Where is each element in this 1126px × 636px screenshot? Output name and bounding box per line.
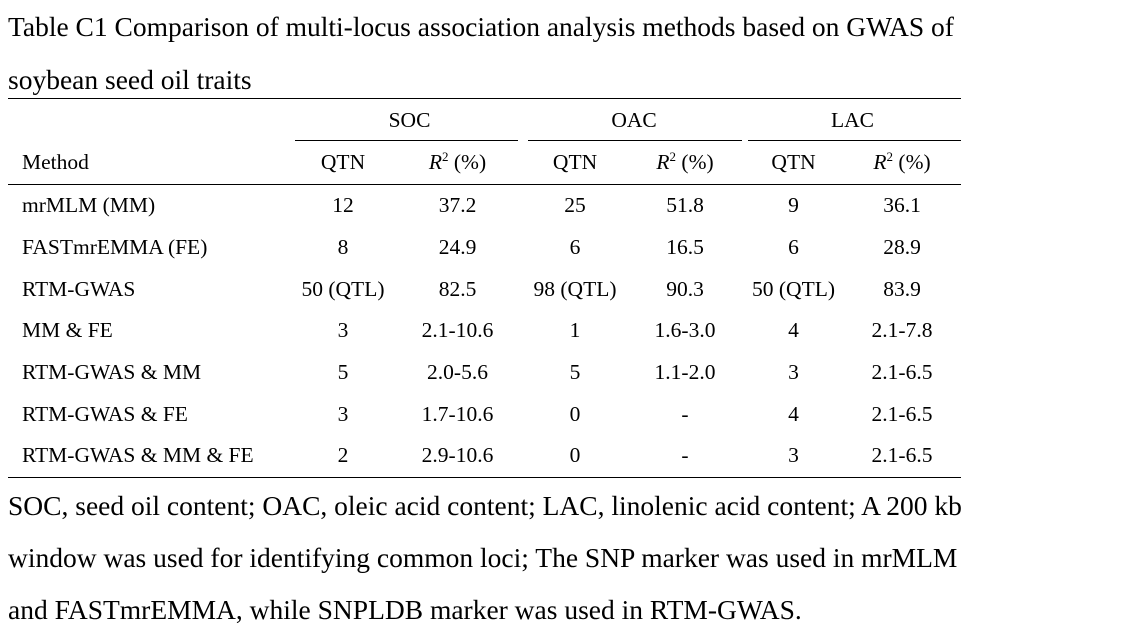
results-table: SOC OAC LAC Method QTN R2 (%) QTN R2 (%)…: [8, 98, 962, 478]
group-oac-underline: [528, 140, 743, 141]
table-row: mrMLM (MM) 12 37.2 25 51.8 9 36.1: [8, 185, 961, 227]
group-soc-underline: [295, 140, 519, 141]
table-row: RTM-GWAS & MM & FE 2 2.9-10.6 0 - 3 2.1-6.5: [8, 435, 962, 478]
r2-cell: 82.5: [438, 276, 477, 301]
method-cell: mrMLM (MM): [22, 193, 156, 218]
soc-r2-header: R2 (%): [428, 149, 487, 174]
r2-cell: 28.9: [883, 235, 921, 260]
footnote-line-2: window was used for identifying common l…: [8, 542, 958, 573]
r2-cell: 2.1-6.5: [871, 443, 933, 468]
oac-qtn-header: QTN: [552, 150, 598, 174]
r2-cell: 24.9: [438, 235, 477, 260]
r2-cell: 2.1-6.5: [871, 401, 933, 426]
method-cell: RTM-GWAS & MM & FE: [22, 443, 254, 468]
table-row: MM & FE 3 2.1-10.6 1 1.6-3.0 4 2.1-7.8: [8, 310, 961, 352]
footnote-line-1: SOC, seed oil content; OAC, oleic acid c…: [8, 490, 962, 521]
qtn-cell: 4: [788, 318, 799, 343]
qtn-cell: 25: [564, 193, 586, 218]
oac-r2-header: R2 (%): [656, 149, 714, 174]
method-cell: RTM-GWAS: [22, 276, 136, 301]
r2-cell: 2.0-5.6: [427, 360, 488, 385]
qtn-cell: 1: [569, 318, 581, 343]
r2-cell: 90.3: [666, 276, 704, 301]
table-row: RTM-GWAS & MM 5 2.0-5.6 5 1.1-2.0 3 2.1-6.5: [8, 352, 961, 394]
group-header-lac-label: LAC: [831, 107, 875, 132]
table-footnote: SOC, seed oil content; OAC, oleic acid c…: [8, 480, 1120, 636]
footnote-line-3: and FASTmrEMMA, while SNPLDB marker was …: [8, 594, 802, 625]
group-header-oac: OAC: [524, 99, 744, 141]
table-row: RTM-GWAS 50 (QTL) 82.5 98 (QTL) 90.3 50 (QTL)…: [8, 268, 961, 310]
qtn-cell: 3: [337, 318, 349, 343]
table-caption: Table C1 Comparison of multi-locus assoc…: [8, 0, 1123, 106]
column-header-row: Method QTN R2 (%) QTN R2 (%) QTN R2 (%): [8, 141, 962, 185]
qtn-cell: 3: [788, 443, 799, 468]
r2-cell: 51.8: [666, 193, 704, 218]
group-header-row: SOC OAC LAC: [8, 98, 962, 142]
qtn-cell: 9: [788, 193, 799, 218]
qtn-cell: 50 (QTL): [301, 276, 385, 301]
group-header-soc-label: SOC: [388, 107, 431, 132]
method-cell: FASTmrEMMA (FE): [22, 235, 208, 260]
group-header-lac: LAC: [744, 99, 962, 141]
r2-cell: -: [681, 401, 689, 426]
method-cell: RTM-GWAS & MM: [22, 360, 202, 385]
r2-cell: 83.9: [883, 276, 921, 301]
qtn-cell: 12: [332, 193, 354, 218]
qtn-cell: 98 (QTL): [533, 276, 617, 301]
table-body: mrMLM (MM) 12 37.2 25 51.8 9 36.1 FASTmrEMMA (F…: [8, 185, 962, 478]
table-row: FASTmrEMMA (FE) 8 24.9 6 16.5 6 28.9: [8, 227, 961, 269]
r2-cell: 36.1: [883, 193, 921, 218]
method-cell: RTM-GWAS & FE: [22, 401, 188, 426]
qtn-cell: 2: [337, 443, 349, 468]
r2-cell: 1.7-10.6: [421, 401, 494, 426]
group-header-soc: SOC: [295, 99, 524, 141]
header-empty-cell: [8, 99, 295, 142]
r2-cell: 2.9-10.6: [421, 443, 494, 468]
qtn-cell: 0: [569, 401, 581, 426]
r2-cell: -: [681, 443, 689, 468]
r2-cell: 16.5: [666, 235, 704, 260]
r2-cell: 2.1-10.6: [421, 318, 494, 343]
lac-r2-header: R2 (%): [873, 149, 931, 174]
group-lac-underline: [748, 140, 962, 141]
qtn-cell: 0: [569, 443, 581, 468]
qtn-cell: 8: [337, 235, 349, 260]
caption-line-1: Table C1 Comparison of multi-locus assoc…: [8, 11, 954, 42]
method-header: Method: [22, 150, 89, 174]
lac-qtn-header: QTN: [771, 150, 816, 174]
soc-qtn-header: QTN: [320, 150, 366, 174]
qtn-cell: 3: [337, 401, 349, 426]
r2-cell: 1.6-3.0: [654, 318, 716, 343]
group-header-oac-label: OAC: [611, 107, 657, 132]
results-table-container: SOC OAC LAC Method QTN R2 (%) QTN R2 (%)…: [8, 98, 962, 478]
method-cell: MM & FE: [22, 318, 113, 343]
qtn-cell: 3: [788, 360, 799, 385]
r2-cell: 37.2: [438, 193, 477, 218]
qtn-cell: 5: [337, 360, 349, 385]
r2-cell: 2.1-6.5: [871, 360, 933, 385]
r2-cell: 2.1-7.8: [871, 318, 933, 343]
qtn-cell: 6: [788, 235, 799, 260]
table-row: RTM-GWAS & FE 3 1.7-10.6 0 - 4 2.1-6.5: [8, 393, 961, 435]
qtn-cell: 6: [569, 235, 581, 260]
qtn-cell: 5: [569, 360, 581, 385]
qtn-cell: 50 (QTL): [752, 276, 836, 301]
caption-line-2: soybean seed oil traits: [8, 64, 252, 95]
r2-cell: 1.1-2.0: [654, 360, 716, 385]
qtn-cell: 4: [788, 401, 799, 426]
